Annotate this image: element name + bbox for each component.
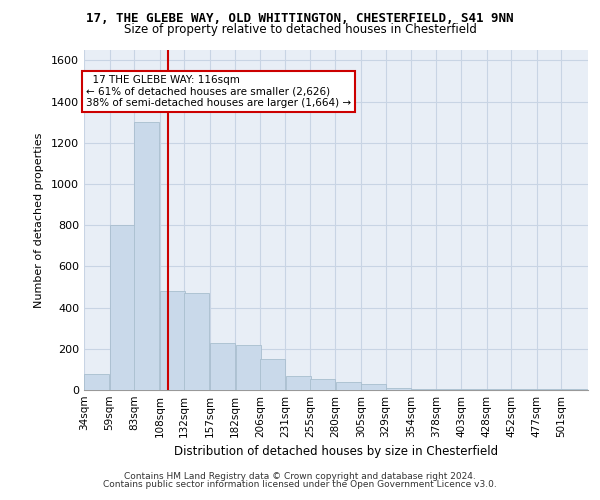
Text: Distribution of detached houses by size in Chesterfield: Distribution of detached houses by size … xyxy=(174,444,498,458)
Bar xyxy=(512,389,536,390)
Text: 17 THE GLEBE WAY: 116sqm  
← 61% of detached houses are smaller (2,626)
38% of s: 17 THE GLEBE WAY: 116sqm ← 61% of detach… xyxy=(86,74,351,108)
Bar xyxy=(184,293,209,390)
Bar xyxy=(386,388,411,390)
Bar xyxy=(310,378,335,390)
Bar xyxy=(110,225,135,390)
Y-axis label: Number of detached properties: Number of detached properties xyxy=(34,132,44,308)
Text: 17, THE GLEBE WAY, OLD WHITTINGTON, CHESTERFIELD, S41 9NN: 17, THE GLEBE WAY, OLD WHITTINGTON, CHES… xyxy=(86,12,514,26)
Bar xyxy=(487,389,512,390)
Text: Size of property relative to detached houses in Chesterfield: Size of property relative to detached ho… xyxy=(124,22,476,36)
Bar xyxy=(286,376,311,390)
Bar xyxy=(412,389,436,390)
Bar xyxy=(537,389,562,390)
Bar xyxy=(461,389,487,390)
Bar xyxy=(134,122,160,390)
Bar xyxy=(260,359,285,390)
Bar xyxy=(84,374,109,390)
Bar xyxy=(562,389,587,390)
Bar xyxy=(236,344,260,390)
Bar xyxy=(436,389,461,390)
Text: Contains public sector information licensed under the Open Government Licence v3: Contains public sector information licen… xyxy=(103,480,497,489)
Bar xyxy=(160,291,185,390)
Bar xyxy=(336,382,361,390)
Text: Contains HM Land Registry data © Crown copyright and database right 2024.: Contains HM Land Registry data © Crown c… xyxy=(124,472,476,481)
Bar xyxy=(361,384,386,390)
Bar xyxy=(210,342,235,390)
